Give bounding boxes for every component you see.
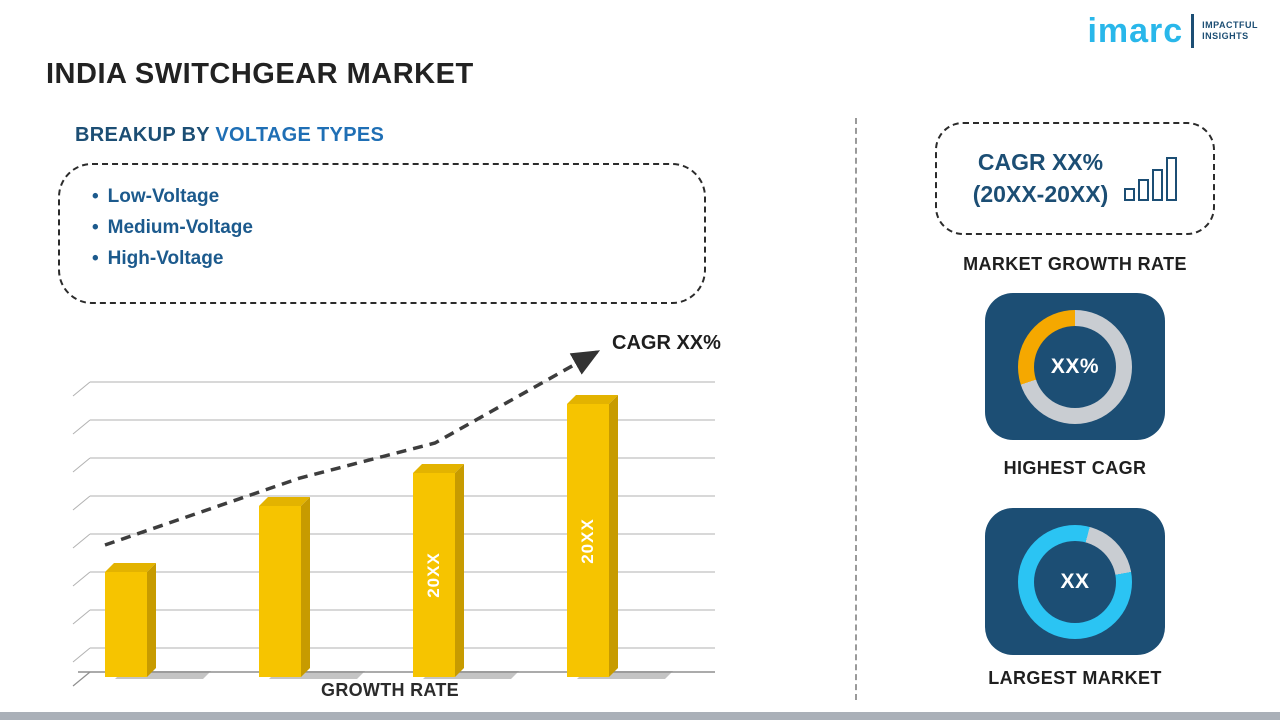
logo-tagline-line2: INSIGHTS [1202, 31, 1249, 41]
list-item-medium-voltage: Medium-Voltage [92, 212, 704, 243]
bar-2 [259, 506, 365, 679]
bar-shadow [577, 671, 673, 679]
bar-shadow [269, 671, 365, 679]
logo-divider [1191, 14, 1195, 48]
largest-market-value: XX [1034, 540, 1116, 623]
breakup-heading-prefix: BREAKUP BY [75, 124, 210, 146]
cagr-card-line2: (20XX-20XX) [972, 180, 1109, 207]
x-axis-label: GROWTH RATE [321, 680, 459, 700]
breakup-heading-highlight: VOLTAGE TYPES [215, 124, 385, 146]
largest-market-caption: LARGEST MARKET [988, 668, 1162, 688]
highest-cagr-tile: XX% [985, 293, 1165, 440]
right-section: CAGR XX% (20XX-20XX) MARKET GROWTH RATE … [870, 0, 1280, 720]
bar-1 [105, 572, 211, 679]
voltage-types-list: Low-Voltage Medium-Voltage High-Voltage [92, 181, 704, 274]
bar-value-label: 20XX [424, 552, 443, 598]
page-title: INDIA SWITCHGEAR MARKET [46, 58, 474, 90]
bar-4: 20XX [567, 404, 673, 679]
highest-cagr-value: XX% [1034, 325, 1116, 408]
bar-chart-icon [1124, 156, 1178, 201]
highest-cagr-donut: XX% [1018, 309, 1132, 424]
largest-market-tile: XX [985, 508, 1165, 655]
bar-3: 20XX [413, 473, 519, 679]
imarc-logo-text: imarc [1087, 12, 1184, 50]
logo-tagline-line1: IMPACTFUL [1202, 19, 1258, 30]
bottom-strip [0, 712, 1280, 720]
voltage-types-box: Low-Voltage Medium-Voltage High-Voltage [58, 163, 706, 304]
bar-plot: 20XX 20XX [60, 372, 720, 722]
trend-cagr-label: CAGR XX% [612, 332, 721, 354]
largest-market-donut: XX [1018, 524, 1132, 639]
bar-shadow [423, 671, 519, 679]
list-item-high-voltage: High-Voltage [92, 243, 704, 274]
section-divider [855, 118, 857, 700]
bar-value-label: 20XX [578, 517, 597, 564]
cagr-card-line1: CAGR XX% [977, 149, 1104, 176]
highest-cagr-caption: HIGHEST CAGR [1003, 458, 1147, 478]
bar-shadow [115, 671, 211, 679]
logo-tagline: IMPACTFUL INSIGHTS [1202, 20, 1258, 43]
cagr-card: CAGR XX% (20XX-20XX) [935, 122, 1215, 235]
growth-bar-chart: 20XX 20XX CAGR XX% GROWTH RATE [60, 332, 721, 722]
breakup-heading: BREAKUP BY VOLTAGE TYPES [75, 124, 384, 147]
cagr-card-text: CAGR XX% (20XX-20XX) [973, 147, 1109, 209]
market-growth-rate-caption: MARKET GROWTH RATE [963, 254, 1187, 274]
list-item-low-voltage: Low-Voltage [92, 181, 704, 212]
imarc-logo: imarc IMPACTFUL INSIGHTS [1087, 14, 1258, 48]
